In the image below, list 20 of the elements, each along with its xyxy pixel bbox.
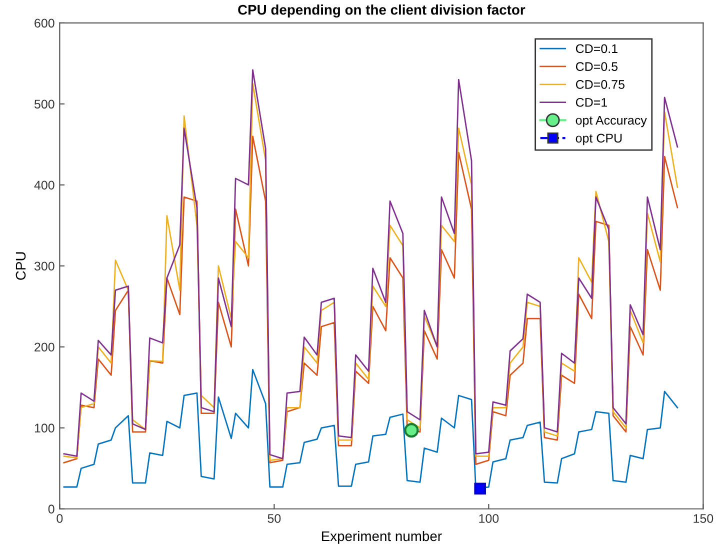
y-tick-label: 300 bbox=[34, 262, 54, 271]
x-tick-label: 50 bbox=[268, 514, 281, 523]
x-tick-label: 100 bbox=[479, 514, 499, 523]
y-tick-label: 100 bbox=[34, 424, 54, 433]
legend-label: CD=1 bbox=[576, 98, 608, 107]
y-axis-title: CPU bbox=[16, 252, 26, 280]
legend-label: CD=0.5 bbox=[576, 62, 618, 71]
x-tick-label: 0 bbox=[56, 514, 63, 523]
legend-label: opt Accuracy bbox=[576, 116, 647, 128]
legend-label: opt CPU bbox=[576, 134, 622, 146]
legend-label: CD=0.1 bbox=[576, 44, 618, 54]
y-tick-label: 600 bbox=[34, 18, 54, 28]
legend-label: CD=0.75 bbox=[576, 80, 624, 89]
y-tick-label: 400 bbox=[34, 180, 54, 190]
y-tick-label: 0 bbox=[48, 504, 54, 514]
y-tick-label: 200 bbox=[34, 342, 54, 352]
chart-title: CPU depending on the client division factor bbox=[238, 4, 526, 18]
x-axis-title: Experiment number bbox=[322, 530, 442, 544]
x-tick-label: 150 bbox=[694, 514, 714, 523]
y-tick-label: 500 bbox=[34, 100, 54, 109]
